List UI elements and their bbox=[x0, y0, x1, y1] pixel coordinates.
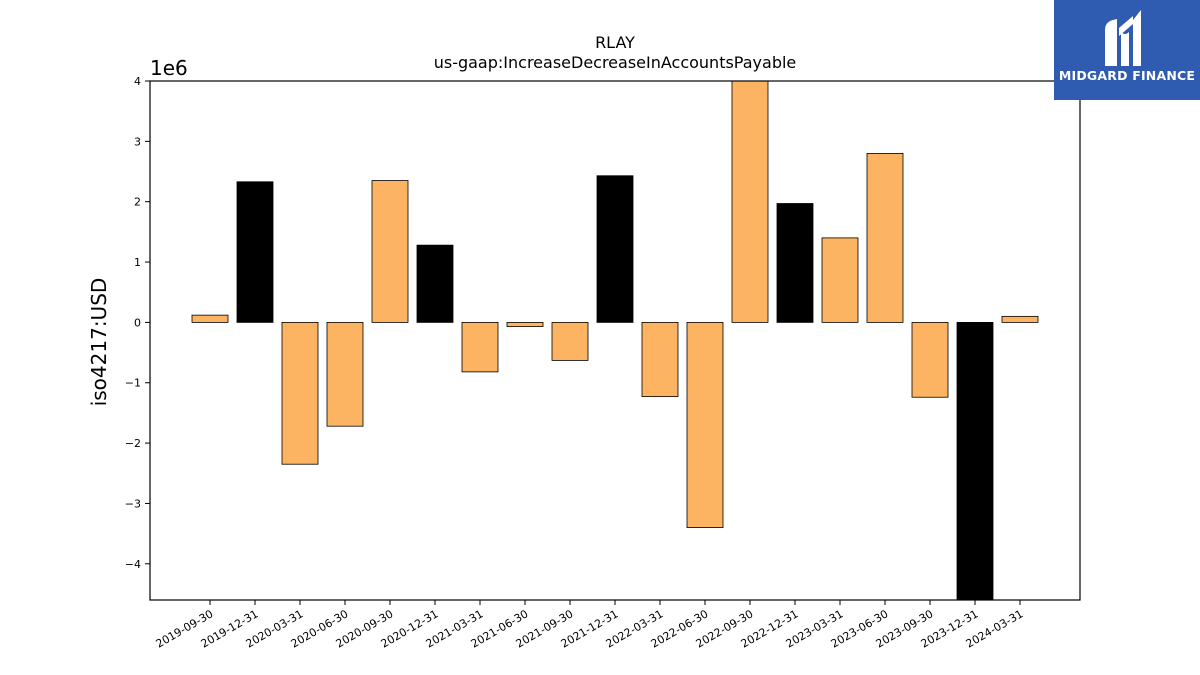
bar-2019-09-30 bbox=[191, 314, 229, 323]
y-axis-label: iso4217:USD bbox=[87, 278, 111, 407]
y-tick-label: 4 bbox=[134, 75, 141, 88]
y-tick-label: −4 bbox=[125, 558, 141, 571]
bar-2021-03-31 bbox=[461, 321, 499, 373]
y-tick-label: 2 bbox=[134, 196, 141, 209]
bar-2020-12-31 bbox=[416, 244, 454, 323]
bar-2019-12-31 bbox=[236, 181, 274, 323]
bar-2023-12-31 bbox=[956, 321, 994, 601]
bar-2020-06-30 bbox=[326, 321, 364, 427]
bar-2021-12-31 bbox=[596, 175, 634, 323]
bar-2024-03-31 bbox=[1001, 315, 1039, 323]
bar-2020-09-30 bbox=[371, 180, 409, 323]
y-scale-label: 1e6 bbox=[150, 56, 188, 80]
y-tick-label: 0 bbox=[134, 316, 141, 329]
bar-2020-03-31 bbox=[281, 321, 319, 465]
bar-2023-09-30 bbox=[911, 321, 949, 398]
bar-2022-03-31 bbox=[641, 321, 679, 398]
y-tick-label: −1 bbox=[125, 377, 141, 390]
bar-2022-09-30 bbox=[731, 80, 769, 323]
midgard-logo-icon bbox=[1105, 10, 1141, 66]
bar-2023-03-31 bbox=[821, 237, 859, 323]
bar-2021-09-30 bbox=[551, 321, 589, 361]
bar-2022-06-30 bbox=[686, 321, 724, 528]
y-tick-label: 3 bbox=[134, 135, 141, 148]
brand-name: MIDGARD FINANCE bbox=[1058, 68, 1196, 83]
brand-logo: MIDGARD FINANCE bbox=[1054, 0, 1200, 100]
y-tick-label: −3 bbox=[125, 497, 141, 510]
bar-2023-06-30 bbox=[866, 153, 904, 323]
plot-frame bbox=[149, 80, 1081, 601]
chart-subtitle: us-gaap:IncreaseDecreaseInAccountsPayabl… bbox=[434, 53, 797, 72]
bar-2021-06-30 bbox=[506, 321, 544, 328]
chart-title: RLAY bbox=[595, 33, 635, 52]
y-tick-label: 1 bbox=[134, 256, 141, 269]
bar-2022-12-31 bbox=[776, 203, 814, 323]
y-tick-label: −2 bbox=[125, 437, 141, 450]
